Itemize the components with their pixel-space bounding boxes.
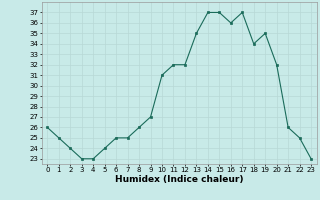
X-axis label: Humidex (Indice chaleur): Humidex (Indice chaleur) [115,175,244,184]
